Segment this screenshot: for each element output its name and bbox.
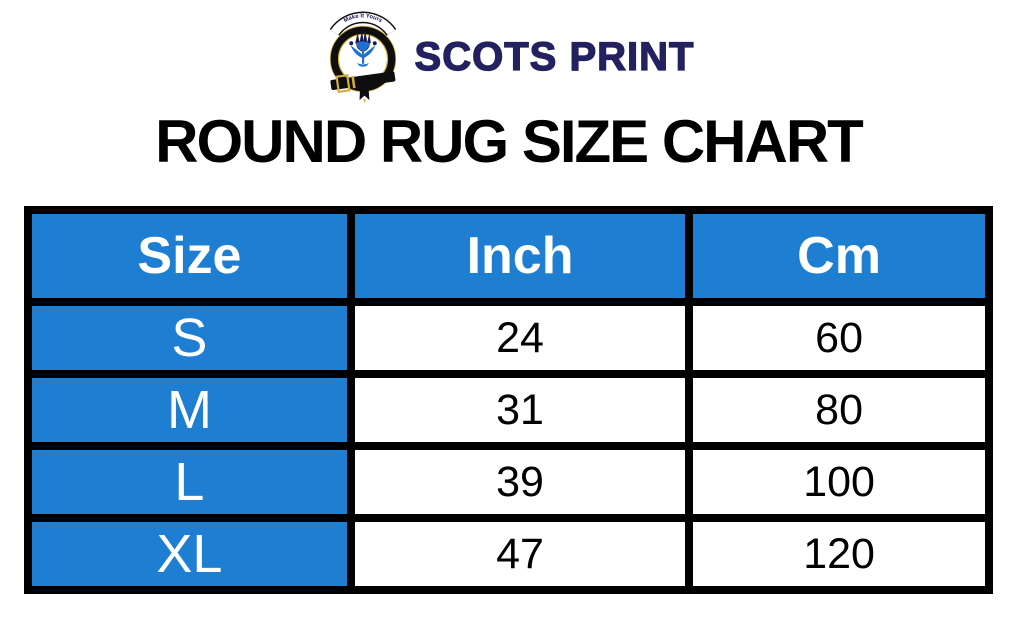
belt-tail <box>359 85 369 101</box>
thistle-icon <box>348 30 377 67</box>
size-label-cell: L <box>24 442 355 522</box>
size-chart-header: Size Inch Cm <box>24 206 993 306</box>
cm-value-cell: 100 <box>685 442 993 522</box>
table-row: M 31 80 <box>24 370 993 450</box>
inch-value-cell: 24 <box>346 298 694 378</box>
cm-value-cell: 80 <box>685 370 993 450</box>
table-row: XL 47 120 <box>24 514 993 594</box>
inch-value-cell: 47 <box>346 514 694 594</box>
inch-value-cell: 31 <box>346 370 694 450</box>
size-label-cell: M <box>24 370 355 450</box>
belt-strap <box>329 71 395 94</box>
size-chart-table: Size Inch Cm S 24 60 M 31 80 L 39 100 XL… <box>24 206 993 594</box>
inch-value-cell: 39 <box>346 442 694 522</box>
belt-tail-tip <box>362 99 366 104</box>
table-row: L 39 100 <box>24 442 993 522</box>
column-header-size: Size <box>24 206 355 306</box>
size-chart-body: S 24 60 M 31 80 L 39 100 XL 47 120 <box>24 298 993 594</box>
cm-value-cell: 60 <box>685 298 993 378</box>
column-header-cm: Cm <box>685 206 993 306</box>
size-label-cell: S <box>24 298 355 378</box>
motto-textpath: Make It Yours <box>343 13 383 24</box>
page-title: ROUND RUG SIZE CHART <box>155 108 864 175</box>
cm-value-cell: 120 <box>685 514 993 594</box>
clan-crest-badge-icon: Make It Yours <box>329 11 396 104</box>
table-row: S 24 60 <box>24 298 993 378</box>
brand-name: SCOTS PRINT <box>414 34 695 79</box>
brand-header: Make It Yours SCOTS PRINT <box>0 0 1017 104</box>
motto-ribbon <box>330 12 395 36</box>
size-label-cell: XL <box>24 514 355 594</box>
column-header-inch: Inch <box>346 206 694 306</box>
motto-text: Make It Yours <box>343 13 383 24</box>
header-row: Size Inch Cm <box>24 206 993 306</box>
